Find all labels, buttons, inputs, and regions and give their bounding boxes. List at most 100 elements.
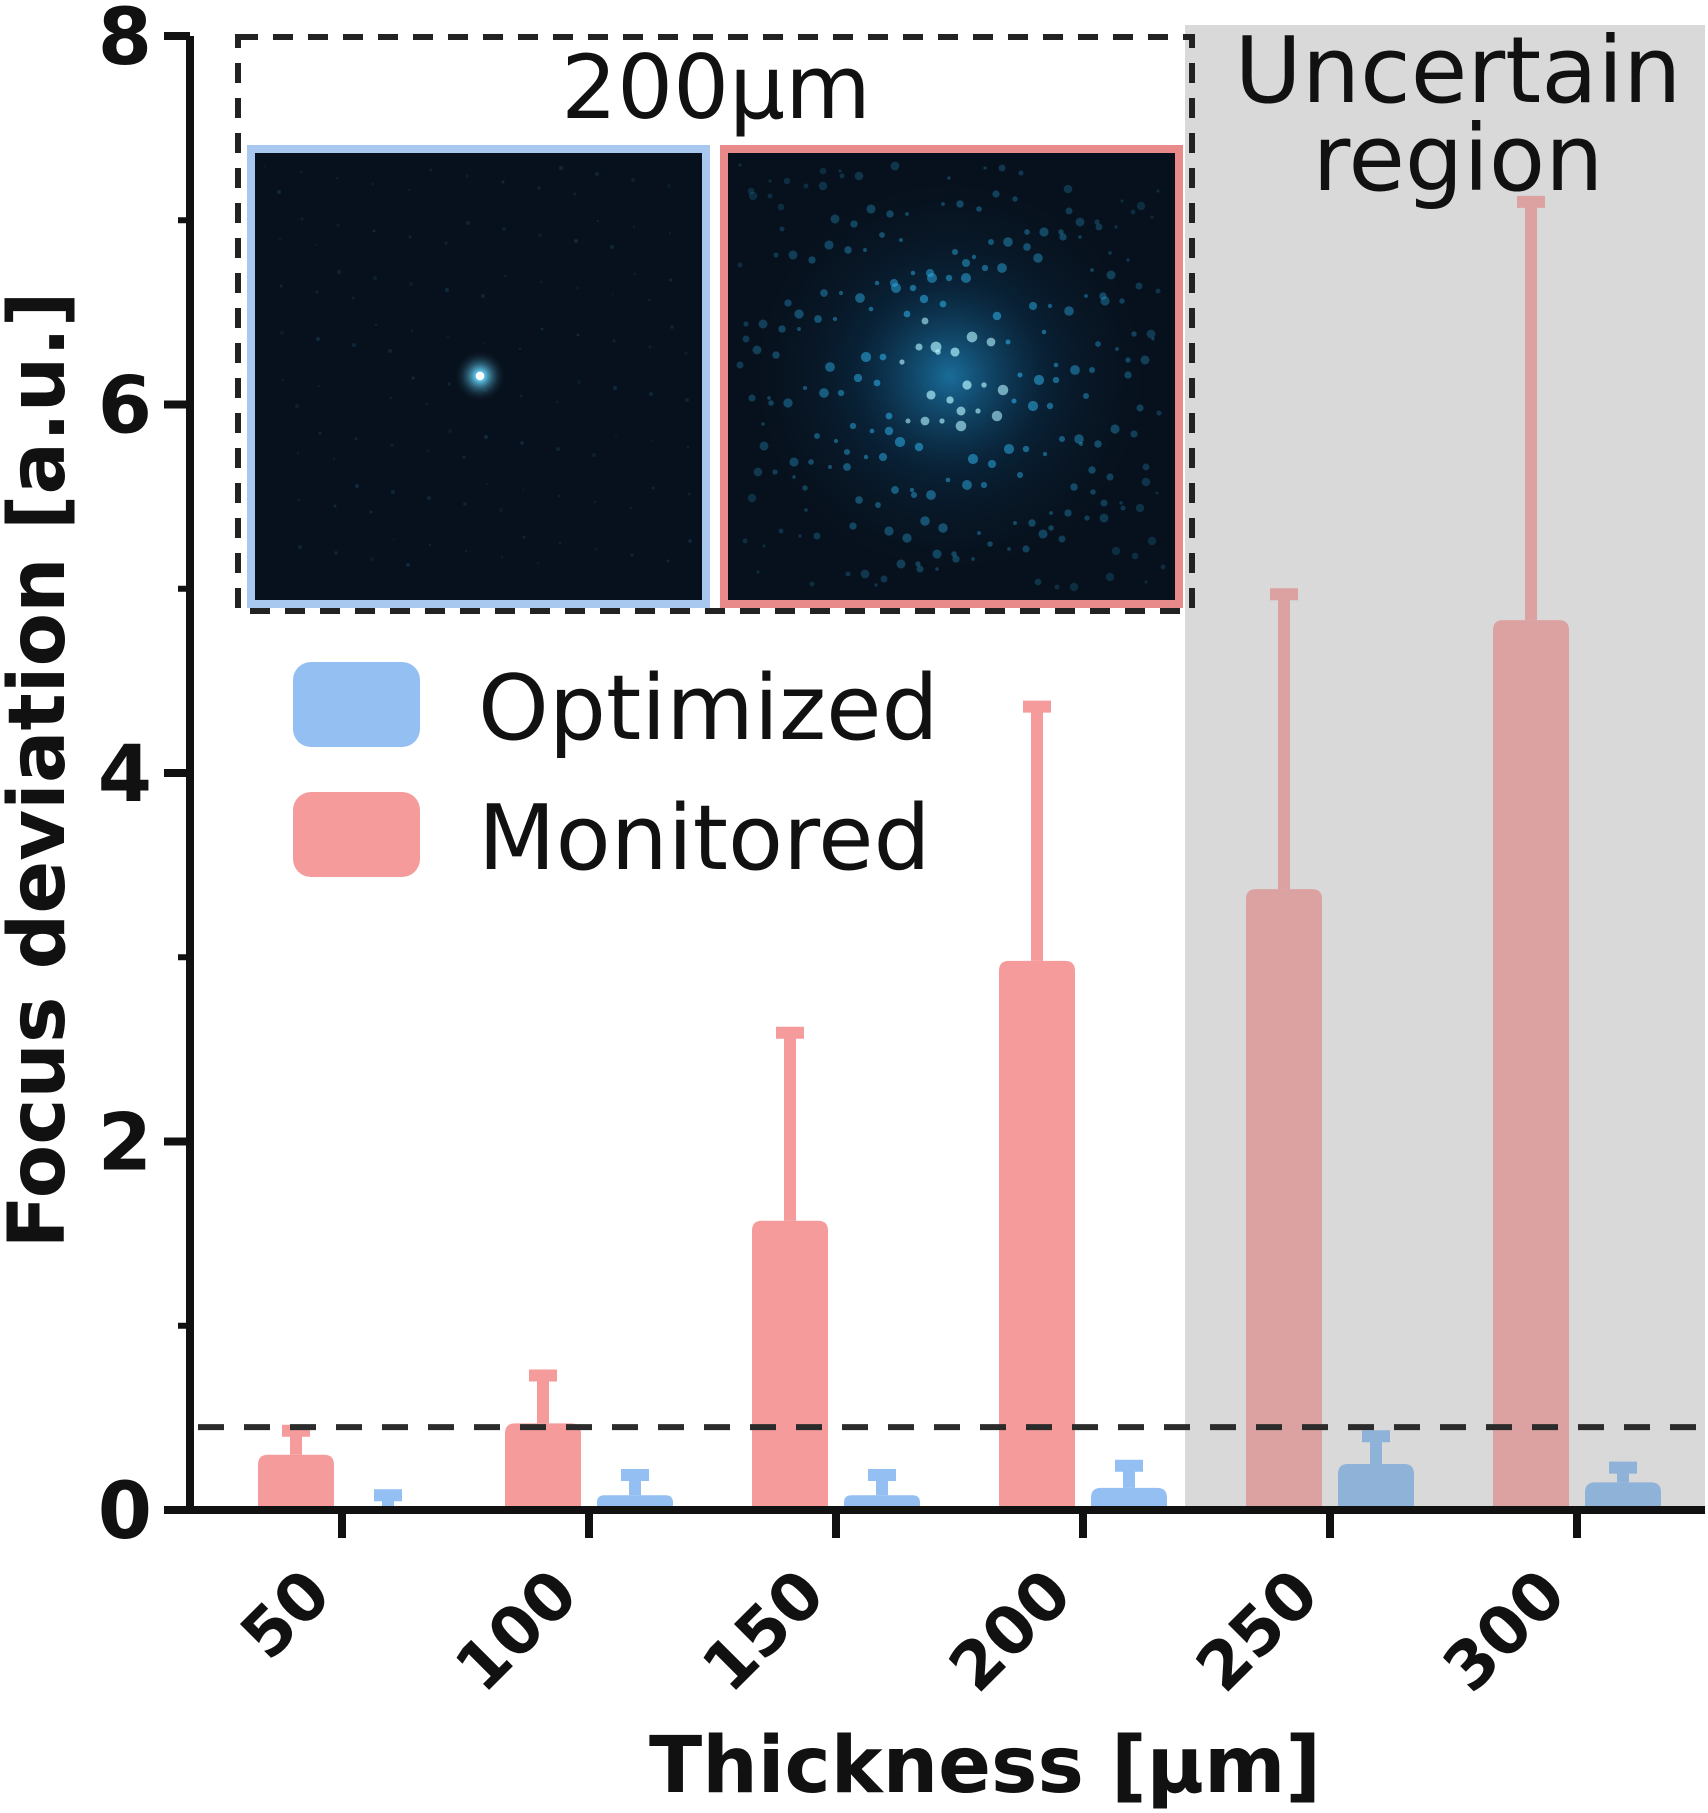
monitored-speckle-dot bbox=[988, 239, 994, 245]
optimized-speckle-dot bbox=[337, 270, 341, 274]
monitored-bar-250 bbox=[1246, 889, 1322, 1510]
legend-label-optimized: Optimized bbox=[478, 656, 939, 761]
monitored-speckle-dot bbox=[1024, 229, 1030, 235]
monitored-speckle-dot bbox=[1141, 356, 1150, 365]
optimized-speckle-dot bbox=[297, 452, 299, 454]
monitored-speckle-dot bbox=[855, 172, 864, 181]
optimized-speckle-dot bbox=[336, 177, 338, 179]
optimized-speckle-dot bbox=[352, 297, 355, 300]
monitored-speckle-dot bbox=[962, 380, 971, 389]
monitored-speckle-dot bbox=[992, 190, 999, 197]
optimized-speckle-dot bbox=[613, 340, 616, 343]
monitored-speckle-dot bbox=[850, 423, 856, 429]
monitored-speckle-dot bbox=[1043, 452, 1047, 456]
optimized-speckle-dot bbox=[558, 495, 560, 497]
monitored-speckle-dot bbox=[866, 204, 875, 213]
inset-title: 200µm bbox=[561, 36, 871, 139]
monitored-speckle-dot bbox=[947, 176, 950, 179]
monitored-bar-150 bbox=[752, 1221, 828, 1510]
monitored-speckle-dot bbox=[1076, 218, 1085, 227]
optimized-speckle-dot bbox=[577, 380, 581, 384]
optimized-speckle-dot bbox=[319, 432, 322, 435]
monitored-speckle-dot bbox=[754, 468, 763, 477]
monitored-speckle-dot bbox=[981, 382, 986, 387]
monitored-speckle-dot bbox=[1039, 227, 1048, 236]
optimized-speckle-dot bbox=[523, 536, 526, 539]
monitored-speckle-dot bbox=[939, 418, 944, 423]
x-tick-label-300: 300 bbox=[1428, 1555, 1580, 1707]
monitored-speckle-dot bbox=[1088, 466, 1095, 473]
optimized-speckle-dot bbox=[501, 556, 503, 558]
monitored-speckle-dot bbox=[845, 571, 850, 576]
monitored-speckle-dot bbox=[1094, 440, 1101, 447]
monitored-speckle-dot bbox=[784, 178, 791, 185]
monitored-speckle-dot bbox=[940, 301, 947, 308]
optimized-speckle-dot bbox=[685, 398, 689, 402]
monitored-speckle-dot bbox=[1029, 302, 1037, 310]
monitored-speckle-dot bbox=[772, 469, 777, 474]
optimized-focus-spot bbox=[476, 372, 484, 380]
monitored-speckle-dot bbox=[808, 459, 814, 465]
monitored-speckle-dot bbox=[1112, 547, 1120, 555]
optimized-speckle-dot bbox=[318, 385, 320, 387]
inset-group: 200µm bbox=[238, 36, 1192, 611]
monitored-speckle-dot bbox=[998, 385, 1009, 396]
monitored-speckle-dot bbox=[961, 273, 971, 283]
optimized-speckle-dot bbox=[279, 238, 281, 240]
optimized-speckle-dot bbox=[631, 178, 635, 182]
monitored-speckle-dot bbox=[779, 529, 784, 534]
monitored-speckle-dot bbox=[819, 182, 828, 191]
optimized-speckle-dot bbox=[522, 489, 524, 491]
optimized-speckle-dot bbox=[427, 450, 430, 453]
monitored-speckle-dot bbox=[1023, 243, 1031, 251]
monitored-speckle-dot bbox=[864, 455, 868, 459]
monitored-speckle-dot bbox=[891, 486, 899, 494]
monitored-speckle-dot bbox=[819, 388, 829, 398]
monitored-speckle-dot bbox=[874, 583, 877, 586]
optimized-speckle-dot bbox=[540, 281, 542, 283]
monitored-speckle-dot bbox=[855, 496, 863, 504]
optimized-speckle-dot bbox=[300, 171, 302, 173]
monitored-speckle-dot bbox=[915, 343, 922, 350]
monitored-speckle-dot bbox=[899, 359, 904, 364]
monitored-speckle-dot bbox=[886, 210, 893, 217]
monitored-speckle-dot bbox=[1161, 565, 1166, 570]
optimized-speckle-dot bbox=[264, 165, 266, 167]
monitored-speckle-dot bbox=[849, 522, 856, 529]
monitored-speckle-dot bbox=[840, 174, 845, 179]
monitored-speckle-dot bbox=[926, 269, 934, 277]
monitored-speckle-dot bbox=[1028, 519, 1035, 526]
monitored-speckle-dot bbox=[1038, 529, 1047, 538]
monitored-speckle-dot bbox=[962, 480, 972, 490]
monitored-speckle-dot bbox=[804, 508, 808, 512]
monitored-speckle-dot bbox=[1070, 483, 1077, 490]
optimized-speckle-dot bbox=[337, 224, 340, 227]
monitored-speckle-dot bbox=[831, 215, 840, 224]
optimized-speckle-dot bbox=[649, 392, 653, 396]
optimized-speckle-dot bbox=[597, 220, 599, 222]
optimized-speckle-dot bbox=[687, 446, 689, 448]
optimized-speckle-dot bbox=[355, 438, 358, 441]
optimized-speckle-dot bbox=[393, 538, 395, 540]
monitored-speckle-dot bbox=[886, 413, 893, 420]
monitored-speckle-dot bbox=[839, 291, 843, 295]
monitored-speckle-dot bbox=[1145, 581, 1148, 584]
monitored-speckle-dot bbox=[1070, 583, 1078, 591]
monitored-speckle-dot bbox=[783, 398, 792, 407]
monitored-speckle-dot bbox=[834, 439, 838, 443]
optimized-speckle-dot bbox=[559, 166, 563, 170]
monitored-speckle-dot bbox=[1042, 330, 1047, 335]
optimized-speckle-dot bbox=[280, 331, 284, 335]
monitored-speckle-dot bbox=[1148, 537, 1156, 545]
monitored-speckle-dot bbox=[938, 523, 947, 532]
monitored-speckle-dot bbox=[778, 325, 785, 332]
monitored-speckle-dot bbox=[773, 252, 778, 257]
optimized-speckle-dot bbox=[631, 554, 634, 557]
monitored-speckle-dot bbox=[957, 407, 966, 416]
monitored-speckle-dot bbox=[971, 557, 975, 561]
optimized-speckle-dot bbox=[504, 275, 506, 277]
y-axis-title: Focus deviation [a.u.] bbox=[0, 291, 83, 1248]
monitored-speckle-dot bbox=[946, 478, 951, 483]
